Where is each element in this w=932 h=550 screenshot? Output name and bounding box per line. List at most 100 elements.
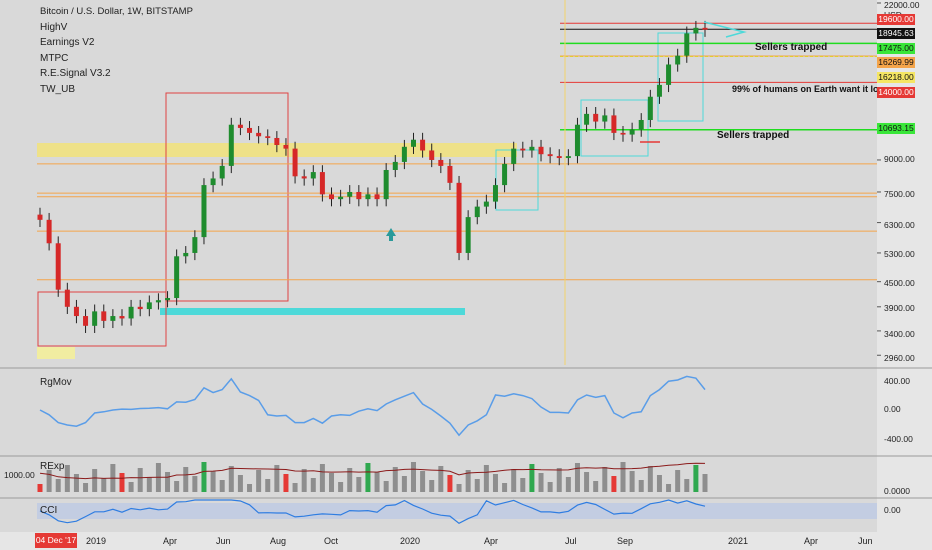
candle-body <box>574 124 580 157</box>
candle-body <box>410 139 416 147</box>
rexp-bar <box>92 469 98 492</box>
price-axis-label: 6300.00 <box>884 220 915 230</box>
rexp-bar <box>101 478 107 492</box>
rexp-left-label: 1000.00 <box>4 470 35 480</box>
range-box <box>495 149 539 211</box>
candle-body <box>465 217 471 253</box>
x-axis-label: 2019 <box>86 536 107 546</box>
rexp-bar <box>356 477 362 492</box>
indicator-mtpc[interactable]: MTPC <box>40 52 69 64</box>
candle-body <box>593 113 599 122</box>
candle-body <box>383 169 389 200</box>
candle-body <box>37 214 43 220</box>
candle-body <box>256 132 262 137</box>
rexp-bar <box>502 483 508 492</box>
cursor-date-label: 04 Dec '17 <box>35 533 77 548</box>
cci-band <box>37 503 877 519</box>
candle-body <box>283 145 289 149</box>
rexp-bar <box>383 481 389 492</box>
rexp-bar <box>37 484 43 492</box>
rexp-bar <box>511 469 517 492</box>
price-axis-label: 4500.00 <box>884 278 915 288</box>
rexp-bar <box>319 464 325 492</box>
candle-body <box>392 161 398 170</box>
candle-body <box>183 252 189 257</box>
demand-zone-cyan <box>160 308 465 315</box>
candle-body <box>237 124 243 128</box>
candle-body <box>92 311 98 326</box>
rexp-bar <box>55 479 61 492</box>
rexp-bar <box>429 480 435 492</box>
rexp-bar <box>520 478 526 492</box>
x-axis-label: Jul <box>565 536 577 546</box>
x-axis-label: Jun <box>858 536 873 546</box>
candle-body <box>119 316 125 319</box>
candle-body <box>319 172 325 195</box>
buy-arrow-stem <box>389 235 393 241</box>
candle-body <box>110 316 116 321</box>
rexp-bar <box>647 466 653 492</box>
rexp-bar <box>702 474 708 492</box>
annotation-humans-note: 99% of humans on Earth want it lower <box>732 84 895 94</box>
rexp-bar <box>210 471 216 492</box>
chart-title: Bitcoin / U.S. Dollar, 1W, BITSTAMP <box>40 6 193 17</box>
x-axis-label: Oct <box>324 536 339 546</box>
price-tag-16269: 16269.99 <box>877 57 915 68</box>
rgmov-axis-label: 400.00 <box>884 376 910 386</box>
price-axis-label: 3900.00 <box>884 303 915 313</box>
rexp-bar <box>602 467 608 492</box>
annotation-sellers-trapped-bottom: Sellers trapped <box>717 130 790 141</box>
candle-body <box>511 148 517 164</box>
rexp-bar <box>684 479 690 492</box>
low-zone <box>37 347 75 359</box>
rexp-bar <box>219 480 225 492</box>
rexp-bar <box>420 471 426 492</box>
candle-body <box>174 256 180 299</box>
candle-body <box>520 148 526 151</box>
indicator-highv[interactable]: HighV <box>40 21 68 33</box>
candle-body <box>602 115 608 122</box>
rexp-bar <box>338 482 344 492</box>
rexp-line <box>39 462 706 480</box>
annotation-sellers-trapped-top: Sellers trapped <box>755 42 828 53</box>
indicator-earnings[interactable]: Earnings V2 <box>40 37 95 48</box>
rexp-bar <box>374 472 380 492</box>
rexp-bar <box>165 472 171 492</box>
rexp-bar <box>638 480 644 492</box>
rexp-bar <box>329 473 335 492</box>
rexp-axis-label: 0.0000 <box>884 486 910 496</box>
rexp-bar <box>666 484 672 492</box>
candle-body <box>347 191 353 197</box>
candle-body <box>638 119 644 130</box>
candle-body <box>429 150 435 160</box>
rexp-bar <box>292 483 298 492</box>
price-tag-10693: 10693.15 <box>877 123 915 134</box>
candle-body <box>438 159 444 166</box>
candle-body <box>192 237 198 253</box>
candle-body <box>210 178 216 186</box>
rexp-bar <box>365 463 371 492</box>
range-box <box>37 291 167 347</box>
candle-body <box>365 194 371 200</box>
candle-body <box>219 165 225 179</box>
rexp-bar <box>247 484 253 492</box>
candle-body <box>247 127 253 133</box>
candle-body <box>265 136 271 138</box>
rexp-bar <box>310 478 316 492</box>
cci-axis-label: 0.00 <box>884 505 901 515</box>
projection-arrow <box>703 21 747 38</box>
rgmov-line <box>39 375 706 437</box>
price-tag-current: 18945.63 <box>877 28 915 39</box>
range-box <box>657 32 704 122</box>
candle-body <box>73 306 79 317</box>
candle-body <box>565 156 571 159</box>
panel-title-rexp: RExp <box>40 461 65 472</box>
rexp-bar <box>538 473 544 492</box>
indicator-resignal[interactable]: R.E.Signal V3.2 <box>40 68 111 79</box>
candle-body <box>310 172 316 179</box>
rexp-bar <box>83 483 89 492</box>
x-axis-label: Jun <box>216 536 231 546</box>
indicator-twub[interactable]: TW_UB <box>40 83 75 95</box>
rexp-bar <box>237 475 243 492</box>
